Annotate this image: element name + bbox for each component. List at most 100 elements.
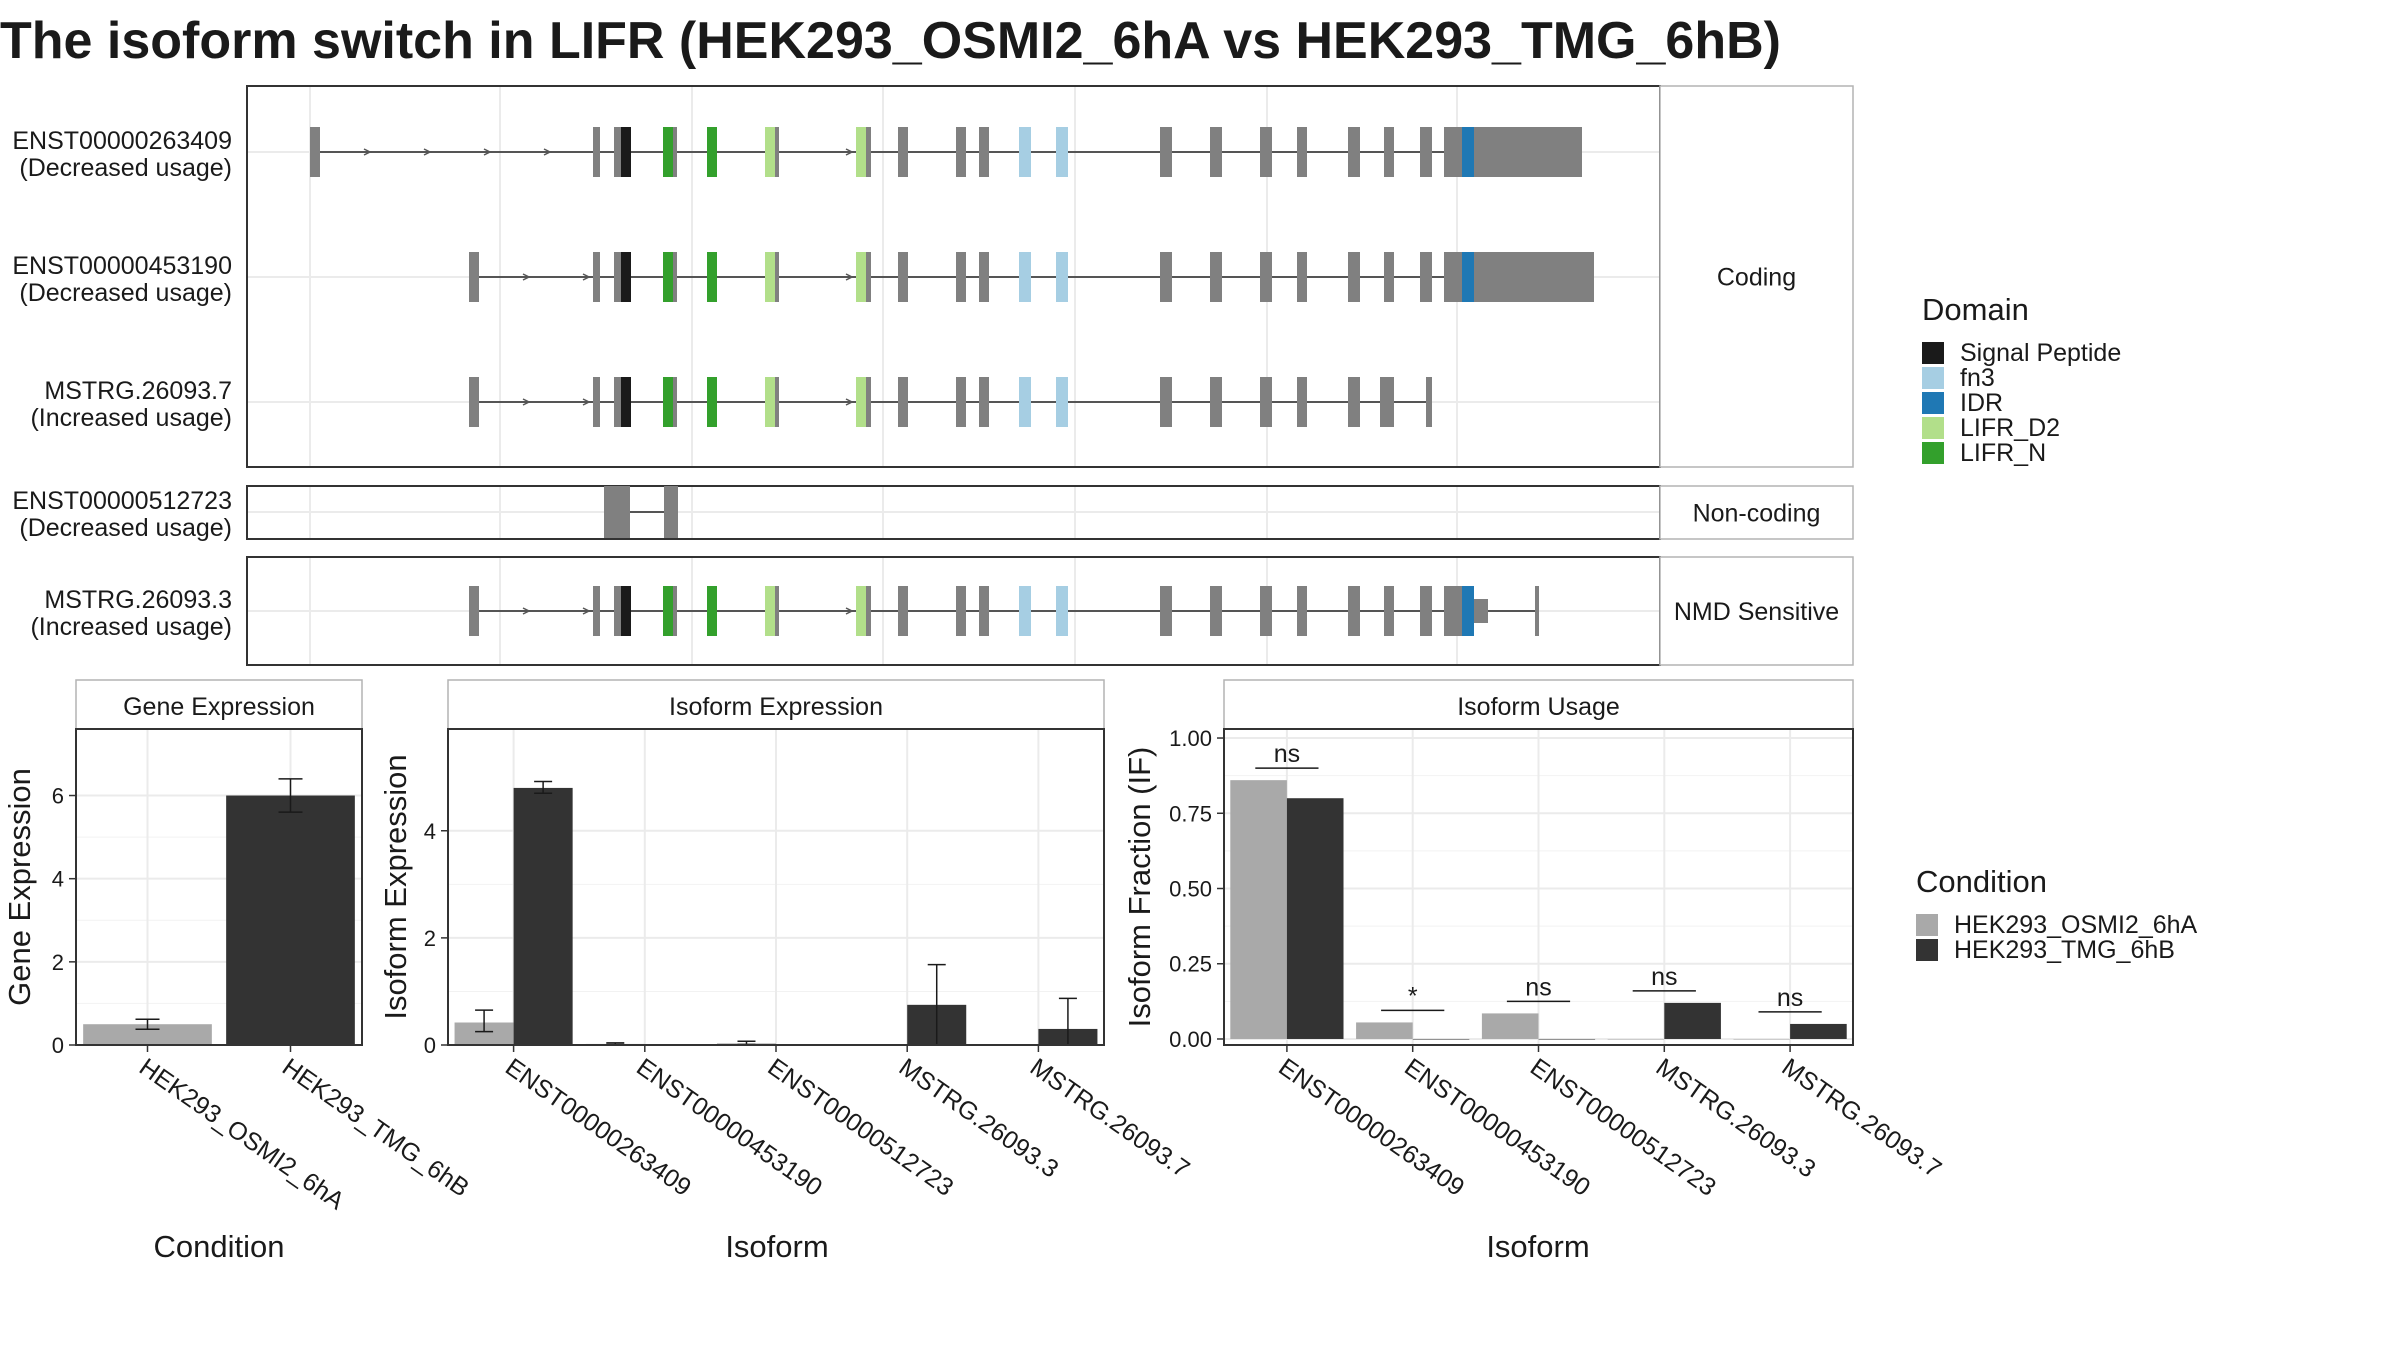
first-exon [310, 127, 320, 177]
condition-legend-title: Condition [1916, 864, 2047, 899]
y-tick-label: 4 [424, 819, 436, 844]
exon [1384, 252, 1394, 302]
chart-title: Isoform Expression [669, 693, 883, 721]
isoform-usage-label: (Decreased usage) [19, 154, 232, 182]
bar [1412, 1038, 1470, 1040]
domain-lifr-n [707, 252, 717, 302]
domain-lifr-d2 [856, 586, 866, 636]
exon [593, 377, 600, 427]
exon [1348, 127, 1360, 177]
exon [979, 586, 989, 636]
exon [1160, 586, 1172, 636]
domain-lifr-n [663, 127, 673, 177]
domain-lifr-n [663, 586, 673, 636]
first-exon [469, 252, 479, 302]
domain-lifr-n [707, 127, 717, 177]
exon [1260, 127, 1272, 177]
y-axis-title: Isoform Expression [378, 754, 413, 1019]
exon [979, 377, 989, 427]
exon [614, 127, 624, 177]
domain-lifr-d2 [765, 377, 775, 427]
utr-exon [1474, 252, 1594, 302]
isoform-ENST00000512723: ENST00000512723(Decreased usage) [12, 486, 678, 542]
first-exon [469, 377, 479, 427]
significance-label: ns [1777, 984, 1803, 1012]
domain-legend-key [1922, 417, 1944, 439]
significance-label: * [1408, 982, 1418, 1010]
plot-border [75, 728, 363, 1046]
significance-label: ns [1274, 740, 1300, 768]
domain-lifr-n [663, 252, 673, 302]
isoform-usage-label: (Decreased usage) [19, 514, 232, 542]
isoform-ENST00000263409: ENST00000263409(Decreased usage) [12, 127, 1582, 182]
intron-arrow [845, 148, 854, 156]
domain-legend-key [1922, 367, 1944, 389]
x-axis-title: Condition [154, 1229, 285, 1264]
exon [1420, 127, 1432, 177]
isoform-id-label: ENST00000453190 [12, 252, 232, 280]
condition-legend-key [1916, 914, 1938, 936]
exon [898, 586, 908, 636]
panel-strip [1659, 556, 1854, 666]
y-axis-title: Isoform Fraction (IF) [1122, 747, 1157, 1028]
domain-lifr-n [707, 377, 717, 427]
exon [1420, 252, 1432, 302]
domain-legend-label: IDR [1960, 389, 2003, 417]
bar [83, 1024, 212, 1045]
chart-title: Isoform Usage [1457, 693, 1620, 721]
exon [1260, 377, 1272, 427]
domain-fn3 [1056, 377, 1068, 427]
domain-legend-label: Signal Peptide [1960, 339, 2121, 367]
exon [593, 127, 600, 177]
exon [1535, 586, 1539, 636]
first-exon [469, 586, 479, 636]
exon [1426, 377, 1432, 427]
domain-fn3 [1019, 252, 1031, 302]
exon [1210, 127, 1222, 177]
isoform-ENST00000453190: ENST00000453190(Decreased usage) [12, 252, 1594, 307]
isoform-usage-label: (Decreased usage) [19, 279, 232, 307]
intron-arrow [522, 607, 531, 615]
isoform-MSTRG.26093.3: MSTRG.26093.3(Increased usage) [30, 586, 1539, 641]
domain-signal-peptide [621, 127, 631, 177]
domain-signal-peptide [621, 252, 631, 302]
exon [956, 377, 966, 427]
isoform-id-label: ENST00000512723 [12, 487, 232, 515]
exon [1210, 586, 1222, 636]
panel-strip [1659, 85, 1854, 468]
y-tick-label: 2 [424, 926, 436, 951]
intron-arrow [543, 148, 552, 156]
domain-legend-title: Domain [1922, 292, 2029, 327]
intron-arrow [845, 607, 854, 615]
y-tick-label: 0 [52, 1033, 64, 1058]
exon [593, 586, 600, 636]
exon [979, 127, 989, 177]
bar [1733, 1038, 1791, 1040]
condition-legend-key [1916, 939, 1938, 961]
y-axis-title: Gene Expression [2, 768, 37, 1006]
isoform-id-label: ENST00000263409 [12, 127, 232, 155]
domain-lifr-n [663, 377, 673, 427]
exon [1210, 377, 1222, 427]
bar [1356, 1022, 1413, 1039]
exon [1384, 586, 1394, 636]
exon [1160, 252, 1172, 302]
bar [1607, 1038, 1665, 1040]
domain-legend-key [1922, 392, 1944, 414]
chart-strip [75, 679, 363, 730]
domain-fn3 [1019, 127, 1031, 177]
domain-idr [1462, 127, 1474, 177]
x-axis-title: Isoform [1486, 1229, 1589, 1264]
bar [1538, 1038, 1596, 1040]
panel-strip-label: Coding [1717, 264, 1796, 292]
significance-label: ns [1525, 973, 1551, 1001]
domain-lifr-d2 [765, 586, 775, 636]
exon [604, 486, 630, 538]
exon [979, 252, 989, 302]
bar [1481, 1013, 1539, 1039]
domain-idr [1462, 586, 1474, 636]
bar [454, 1022, 514, 1045]
exon [1260, 252, 1272, 302]
